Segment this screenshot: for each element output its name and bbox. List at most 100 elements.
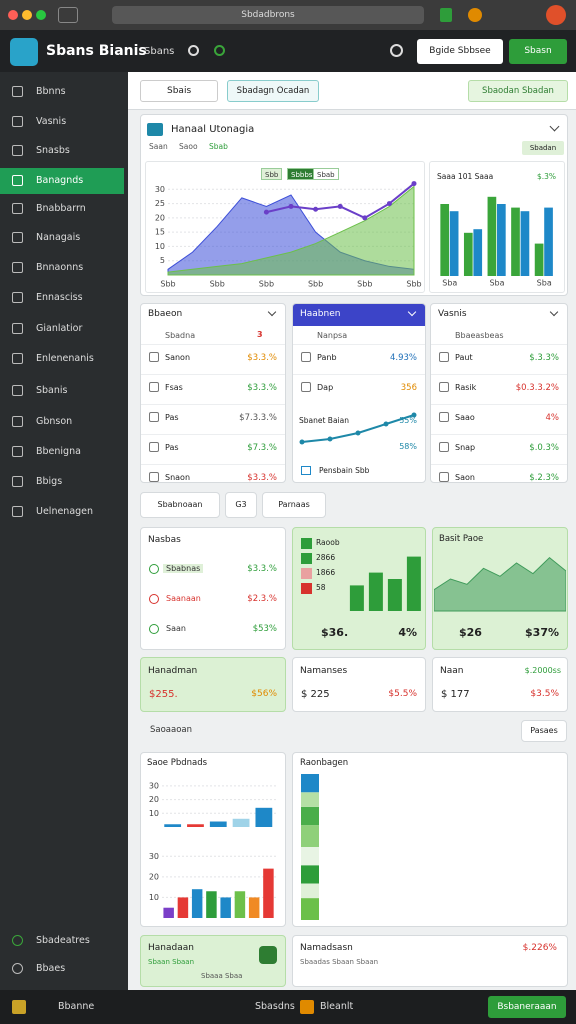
x-tick-label: Sbb (406, 280, 421, 289)
summary-card: Namadsasn $.226% Sbaadas Sbaan Sbaan (292, 935, 568, 987)
y-tick-label: 20 (149, 795, 159, 804)
nav-item[interactable]: Ennasciss (0, 285, 124, 311)
nav-item[interactable]: Bbigs (0, 469, 124, 495)
chart-card: Raonbagen (292, 752, 568, 927)
nav-label: Bbigs (36, 476, 63, 487)
url-bar[interactable]: Sbdadbrons (112, 6, 424, 24)
bar (520, 211, 530, 276)
legend-item: Sbab (313, 168, 339, 180)
panel-value: $.3% (537, 172, 557, 181)
card-title: Hanadaan (148, 943, 194, 953)
chart: 5 10 15 20 25 30 Sbb Sbb Sbb Sbb Sbb Sbb (155, 181, 422, 289)
y-tick-label: 30 (155, 185, 165, 194)
legend-swatch (301, 538, 312, 549)
nav-item[interactable]: Sbadeatres (0, 928, 124, 954)
y-tick-label: 10 (155, 242, 165, 251)
window-control[interactable] (22, 10, 32, 20)
row-icon (439, 472, 449, 482)
bar (255, 807, 273, 827)
app-header: Sbans Bianis Sbans Bgide Sbbsee Sbasn (0, 30, 576, 72)
x-tick-label: Sbb (160, 280, 175, 289)
nav-label: Gbnson (36, 416, 73, 427)
nav-item[interactable]: Bnnaonns (0, 255, 124, 281)
nav-item[interactable]: Snasbs (0, 138, 124, 164)
bar (248, 897, 260, 918)
tab[interactable]: Sbab (209, 142, 228, 151)
list-card: Bbaeon Sbadna 3 Sanon $3.3.% Fsas $3.3.% Pas $7.… (140, 303, 286, 483)
nav-item[interactable]: Vasnis (0, 109, 124, 135)
nav-label: Bbnns (36, 86, 66, 97)
nav-item[interactable]: Bbenigna (0, 439, 124, 465)
bar (406, 556, 421, 611)
row-divider (431, 404, 567, 405)
metric-change: 4% (398, 626, 417, 639)
row-divider (141, 344, 285, 345)
card-subtitle: Sbadna (165, 331, 196, 340)
row-divider (141, 374, 285, 375)
card-header (293, 304, 425, 326)
section-button[interactable]: Pasaes (521, 720, 567, 742)
nav-label: Bnabbarrn (36, 203, 86, 214)
toolbar-button[interactable]: Sbadagn Ocadan (227, 80, 319, 102)
nav-link[interactable]: Sbans (144, 46, 175, 57)
primary-button[interactable]: Sbasn (509, 39, 567, 64)
chart: Sba Sba Sba (440, 196, 553, 288)
window-control[interactable] (36, 10, 46, 20)
nav-label: Bnnaonns (36, 262, 84, 273)
summary-card: Hanadman $255. $56% (140, 657, 286, 712)
nav-item[interactable]: Banagnds (0, 168, 124, 194)
row-label: Paut (455, 353, 473, 362)
refresh-icon[interactable] (214, 45, 225, 56)
nav-item[interactable]: Sbanis (0, 378, 124, 404)
extension[interactable] (546, 5, 566, 25)
y-tick-label: 10 (149, 809, 159, 818)
card-title: Haabnen (300, 309, 341, 319)
row-icon (301, 352, 311, 362)
nav-icon (12, 353, 23, 364)
list-card: Haabnen Nanpsa Panb 4.93% Dap 356 Sbanet Baian… (292, 303, 426, 483)
card-title: Vasnis (438, 309, 467, 319)
card-button[interactable]: Sbadan (522, 141, 564, 155)
bar (487, 196, 497, 276)
window-control[interactable] (8, 10, 18, 20)
legend-label: 58 (316, 583, 326, 592)
filter-tab[interactable]: G3 (225, 492, 257, 518)
row-divider (431, 434, 567, 435)
area (434, 556, 566, 612)
row-divider (141, 464, 285, 465)
nav-item[interactable]: Gbnson (0, 409, 124, 435)
nav-item[interactable]: Nanagais (0, 225, 124, 251)
extension[interactable] (440, 8, 452, 22)
tab[interactable]: Saoo (179, 142, 198, 151)
card-title: Namanses (300, 666, 348, 676)
nav-label: Enlenenanis (36, 353, 94, 364)
tab[interactable]: Saan (149, 142, 168, 151)
search-icon[interactable] (188, 45, 199, 56)
point (362, 215, 368, 221)
select[interactable]: Sbais (140, 80, 218, 102)
nav-item[interactable]: Bnabbarrn (0, 196, 124, 222)
nav-item[interactable]: Gianlatior (0, 316, 124, 342)
bar (220, 897, 231, 918)
nav-item[interactable]: Enlenenanis (0, 346, 124, 372)
filter-tab[interactable]: Parnaas (262, 492, 326, 518)
status-button[interactable]: Bsbaneraaan (488, 996, 566, 1018)
card-title: Hanadman (148, 666, 198, 676)
panel-title: Saaa 101 Saaa (437, 172, 494, 181)
point (263, 209, 269, 215)
action-button[interactable]: Sbaodan Sbadan (468, 80, 568, 102)
filter-tab[interactable]: Sbabnoaan (140, 492, 220, 518)
nav-item[interactable]: Uelnenagen (0, 499, 124, 525)
extension[interactable] (468, 8, 482, 22)
chevron[interactable] (549, 121, 560, 132)
nav-item[interactable]: Bbnns (0, 79, 124, 105)
row-divider (431, 374, 567, 375)
row-icon (149, 594, 159, 604)
nav-item[interactable]: Bbaes (0, 956, 124, 982)
nav-icon (12, 145, 23, 156)
help-icon[interactable] (390, 44, 403, 57)
secondary-button[interactable]: Bgide Sbbsee (417, 39, 503, 64)
bar (206, 891, 217, 918)
bar-segment (301, 792, 319, 807)
toolbar: Sbais Sbadagn Ocadan Sbaodan Sbadan (128, 72, 576, 110)
